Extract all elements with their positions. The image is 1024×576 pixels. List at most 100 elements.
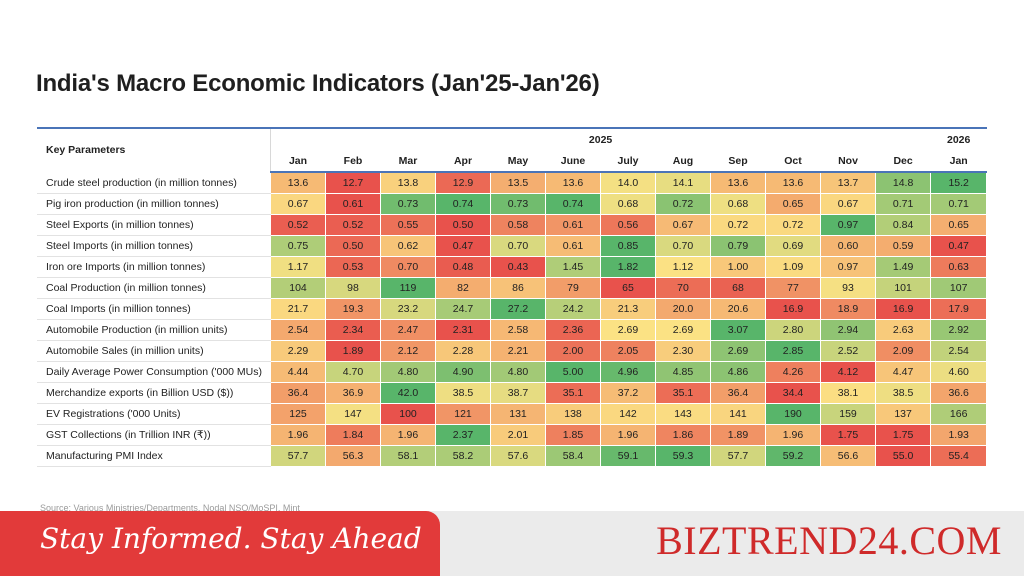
heat-cell: 0.74 xyxy=(545,193,601,215)
heat-cell: 1.82 xyxy=(600,256,656,278)
heat-cell: 0.58 xyxy=(490,214,546,236)
heat-cell: 1.49 xyxy=(874,256,932,278)
heat-cell: 56.3 xyxy=(325,445,381,467)
heat-cell: 36.4 xyxy=(270,382,326,404)
heat-cell: 1.85 xyxy=(545,424,601,446)
heat-cell: 13.6 xyxy=(545,171,601,194)
header-month: Dec xyxy=(874,150,932,173)
heat-cell: 2.05 xyxy=(600,340,656,362)
heat-cell: 55.4 xyxy=(930,445,988,467)
heat-cell: 2.47 xyxy=(380,319,436,341)
table-row: Iron ore Imports (in million tonnes) 1.17… xyxy=(37,256,988,278)
heat-cell: 57.7 xyxy=(710,445,766,467)
heat-cell: 93 xyxy=(820,277,876,299)
heat-cell: 2.21 xyxy=(490,340,546,362)
heat-cell: 55.0 xyxy=(874,445,932,467)
heat-cell: 34.4 xyxy=(765,382,821,404)
heat-cell: 190 xyxy=(765,403,821,425)
heat-cell: 0.73 xyxy=(490,193,546,215)
heat-cell: 1.96 xyxy=(600,424,656,446)
heat-cell: 0.73 xyxy=(380,193,436,215)
footer-banner: Stay Informed. Stay Ahead BIZTREND24.COM xyxy=(0,511,1024,576)
header-month: Feb xyxy=(325,150,381,173)
heat-cell: 19.3 xyxy=(325,298,381,320)
heat-cell: 68 xyxy=(710,277,766,299)
heat-cell: 2.28 xyxy=(435,340,491,362)
heat-cell: 16.9 xyxy=(874,298,932,320)
header-month: May xyxy=(490,150,546,173)
heat-cell: 77 xyxy=(765,277,821,299)
heat-cell: 2.30 xyxy=(655,340,711,362)
heat-cell: 36.4 xyxy=(710,382,766,404)
heat-cell: 166 xyxy=(930,403,988,425)
heat-cell: 57.6 xyxy=(490,445,546,467)
heat-cell: 1.75 xyxy=(874,424,932,446)
table-row: GST Collections (in Trillion INR (₹)) 1.9… xyxy=(37,424,988,446)
heat-cell: 2.31 xyxy=(435,319,491,341)
heat-cell: 2.01 xyxy=(490,424,546,446)
heat-cell: 13.6 xyxy=(710,171,766,194)
table-row: Steel Imports (in million tonnes) 0.75 0.5… xyxy=(37,235,988,257)
heat-cell: 82 xyxy=(435,277,491,299)
row-label: Daily Average Power Consumption ('000 MU… xyxy=(37,361,271,383)
heat-cell: 4.80 xyxy=(380,361,436,383)
heat-cell: 13.5 xyxy=(490,171,546,194)
heat-cell: 24.7 xyxy=(435,298,491,320)
heat-cell: 0.61 xyxy=(325,193,381,215)
heat-cell: 2.69 xyxy=(710,340,766,362)
row-label: Steel Exports (in million tonnes) xyxy=(37,214,271,236)
heat-cell: 21.7 xyxy=(270,298,326,320)
heat-cell: 2.00 xyxy=(545,340,601,362)
header-key-parameters: Key Parameters xyxy=(37,127,271,173)
heat-cell: 0.69 xyxy=(765,235,821,257)
table-row: Pig iron production (in million tonnes) 0… xyxy=(37,193,988,215)
heat-cell: 104 xyxy=(270,277,326,299)
heat-cell: 86 xyxy=(490,277,546,299)
heat-cell: 131 xyxy=(490,403,546,425)
heat-cell: 0.62 xyxy=(380,235,436,257)
heat-cell: 0.72 xyxy=(765,214,821,236)
heat-cell: 4.47 xyxy=(874,361,932,383)
heat-cell: 0.84 xyxy=(874,214,932,236)
heat-cell: 12.7 xyxy=(325,171,381,194)
heat-cell: 1.45 xyxy=(545,256,601,278)
heat-cell: 13.6 xyxy=(765,171,821,194)
row-label: Automobile Sales (in million units) xyxy=(37,340,271,362)
heat-cell: 2.69 xyxy=(600,319,656,341)
heat-cell: 1.17 xyxy=(270,256,326,278)
row-label: GST Collections (in Trillion INR (₹)) xyxy=(37,424,271,446)
heat-cell: 59.3 xyxy=(655,445,711,467)
heat-cell: 0.56 xyxy=(600,214,656,236)
table-row: Automobile Production (in million units)… xyxy=(37,319,988,341)
row-label: EV Registrations ('000 Units) xyxy=(37,403,271,425)
heat-cell: 1.89 xyxy=(710,424,766,446)
row-label: Coal Imports (in million tonnes) xyxy=(37,298,271,320)
tagline-ribbon: Stay Informed. Stay Ahead xyxy=(0,511,440,576)
source-footnote: Source: Various Ministries/Departments, … xyxy=(40,503,300,513)
heat-cell: 4.96 xyxy=(600,361,656,383)
table-row: Daily Average Power Consumption ('000 MU… xyxy=(37,361,988,383)
heat-cell: 1.00 xyxy=(710,256,766,278)
heat-cell: 141 xyxy=(710,403,766,425)
heat-cell: 17.9 xyxy=(930,298,988,320)
heat-cell: 0.47 xyxy=(435,235,491,257)
heat-cell: 2.92 xyxy=(930,319,988,341)
heat-cell: 58.4 xyxy=(545,445,601,467)
heat-cell: 0.50 xyxy=(435,214,491,236)
table-row: Coal Imports (in million tonnes) 21.7 19.3… xyxy=(37,298,988,320)
header-month: July xyxy=(600,150,656,173)
heat-cell: 1.96 xyxy=(270,424,326,446)
heat-cell: 1.86 xyxy=(655,424,711,446)
heat-cell: 4.85 xyxy=(655,361,711,383)
heat-cell: 0.67 xyxy=(820,193,876,215)
heat-cell: 4.86 xyxy=(710,361,766,383)
heat-cell: 0.97 xyxy=(820,214,876,236)
heat-cell: 2.69 xyxy=(655,319,711,341)
header-month: Oct xyxy=(765,150,821,173)
heat-cell: 18.9 xyxy=(820,298,876,320)
heat-cell: 79 xyxy=(545,277,601,299)
heat-cell: 38.5 xyxy=(435,382,491,404)
heat-cell: 0.70 xyxy=(655,235,711,257)
heat-cell: 142 xyxy=(600,403,656,425)
heat-cell: 2.63 xyxy=(874,319,932,341)
